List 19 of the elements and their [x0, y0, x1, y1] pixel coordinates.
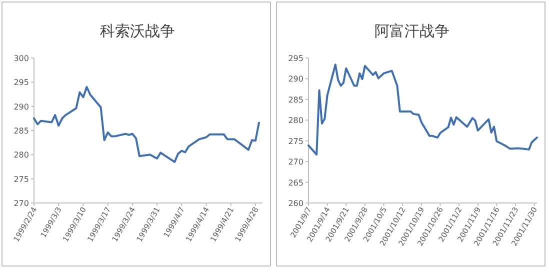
chart-title: 科索沃战争	[100, 22, 175, 40]
y-tick-label: 290	[288, 74, 304, 84]
y-tick-label: 270	[288, 158, 304, 167]
chart-title: 阿富汗战争	[374, 22, 450, 40]
line-series	[308, 64, 538, 156]
y-tick-label: 280	[288, 116, 304, 126]
y-tick-label: 300	[14, 54, 29, 63]
y-tick-label: 280	[14, 150, 29, 160]
y-tick-label: 265	[288, 178, 304, 188]
y-tick-label: 260	[288, 199, 304, 208]
line-series	[33, 86, 260, 163]
y-tick-label: 295	[14, 78, 29, 88]
y-tick-label: 275	[14, 174, 29, 184]
y-tick-label: 295	[288, 54, 304, 63]
y-tick-label: 290	[14, 102, 29, 112]
y-tick-label: 285	[14, 126, 29, 136]
y-tick-label: 270	[14, 199, 29, 208]
y-tick-label: 285	[288, 95, 304, 104]
y-tick-label: 275	[288, 136, 304, 146]
